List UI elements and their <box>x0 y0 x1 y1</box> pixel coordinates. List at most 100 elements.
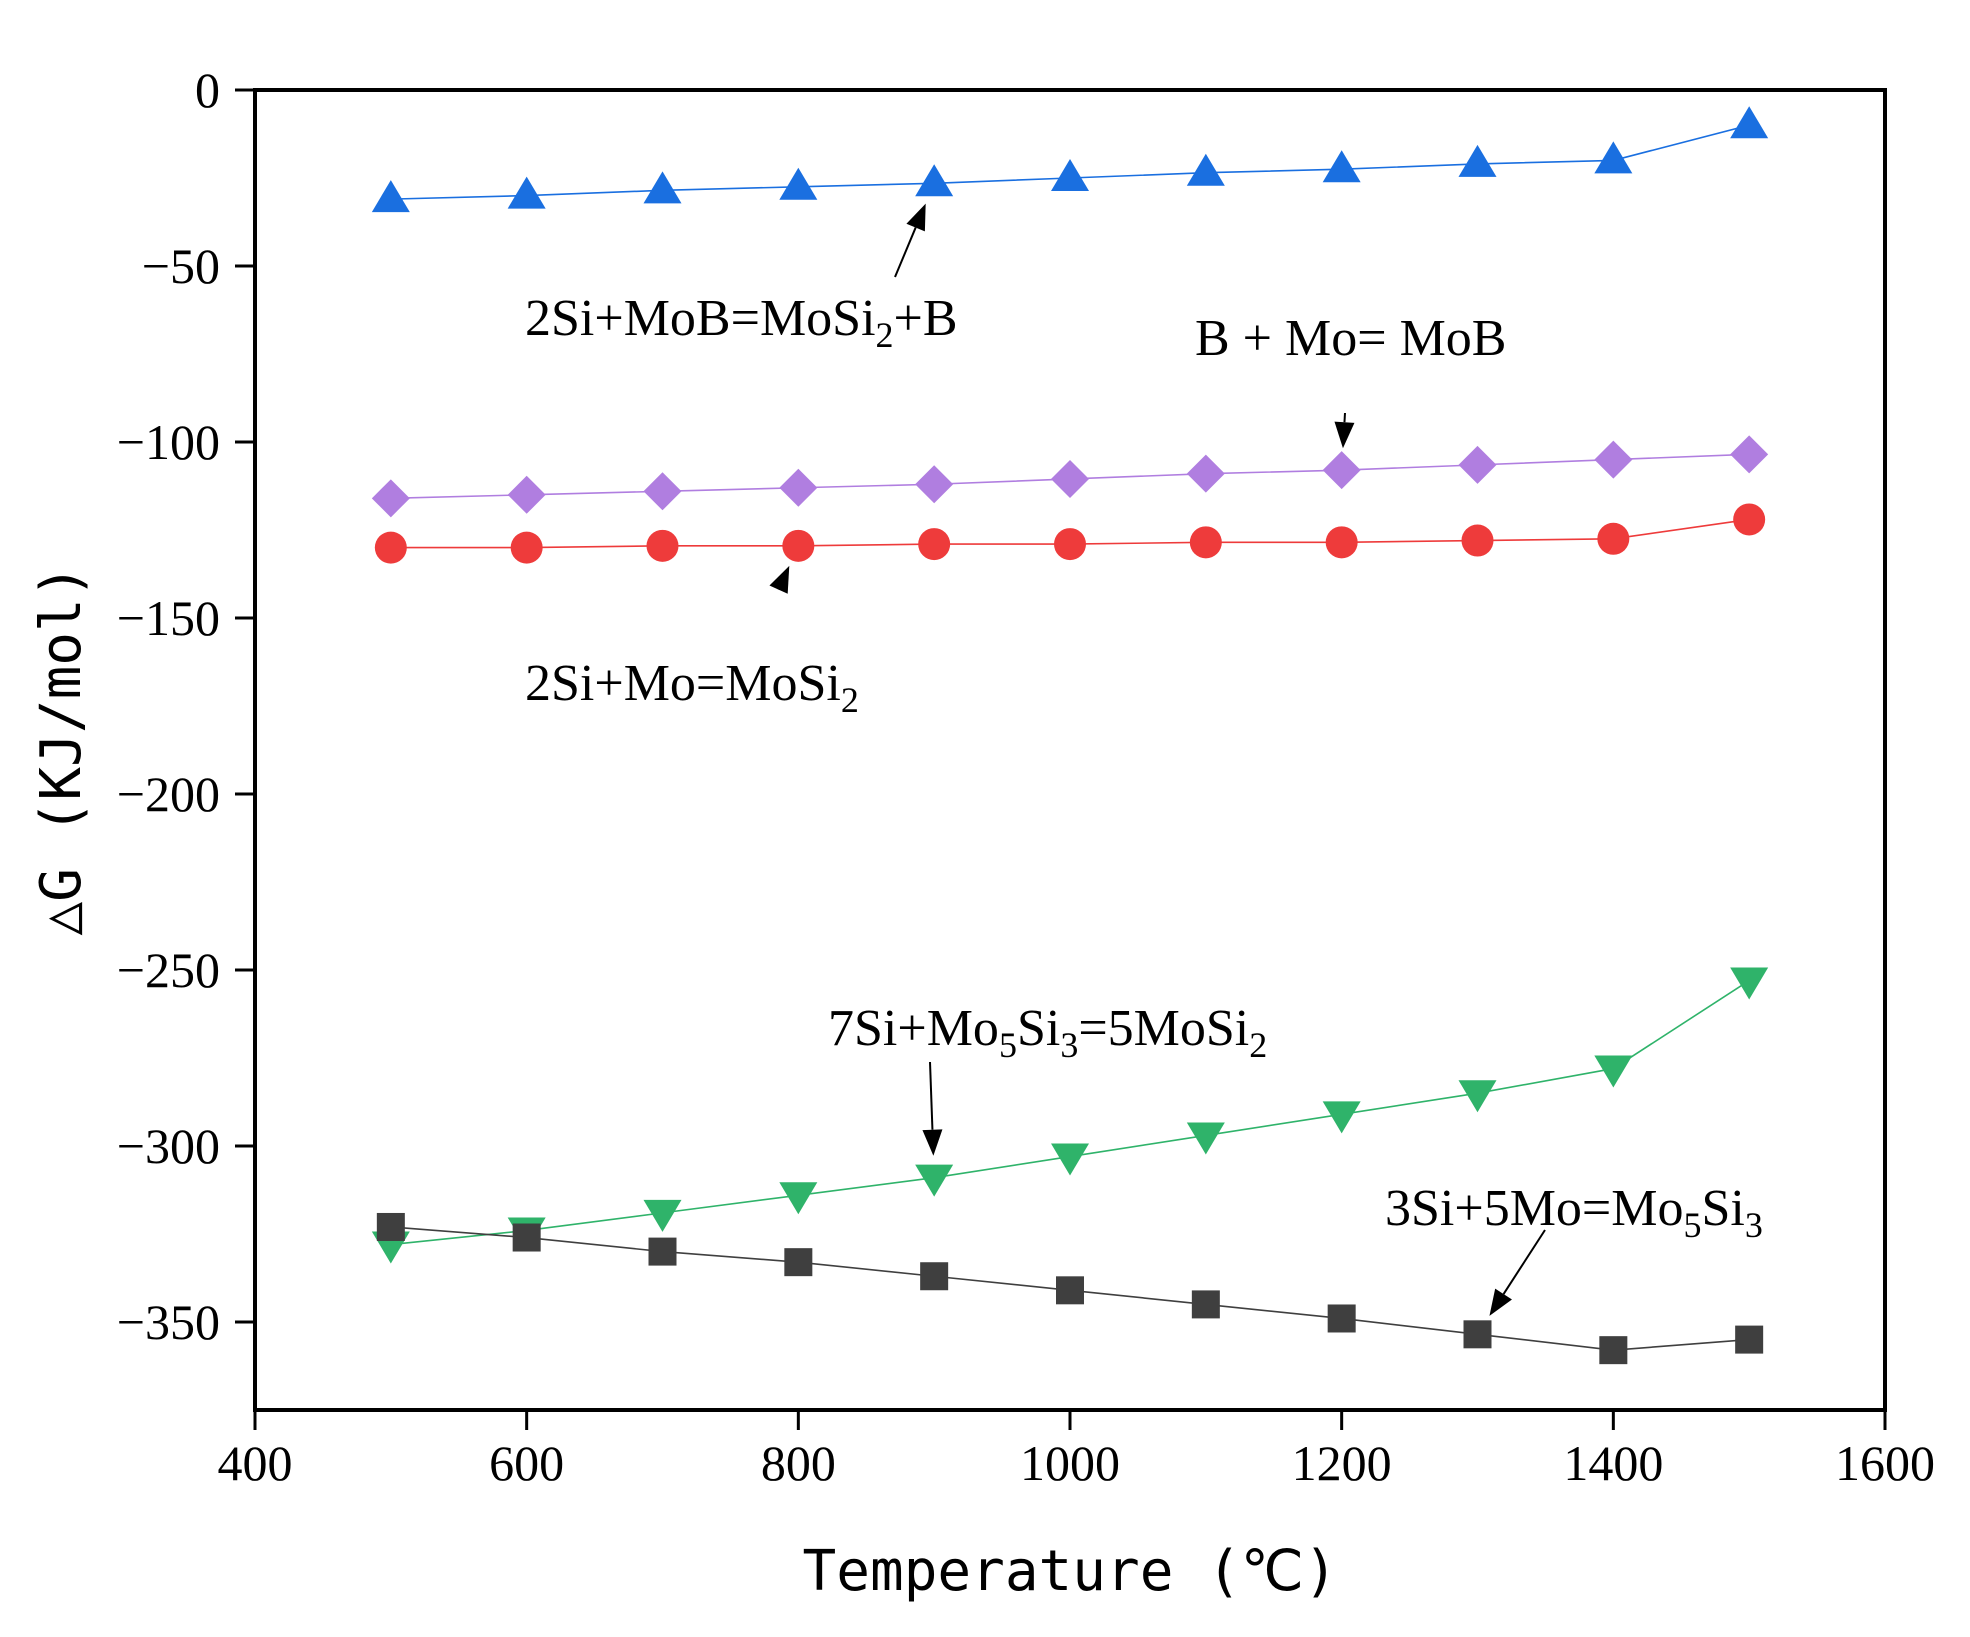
x-tick-label: 1400 <box>1563 1435 1663 1491</box>
data-point-circle <box>374 531 407 564</box>
data-point-circle <box>918 528 951 561</box>
annotation-arrowhead <box>922 1129 943 1156</box>
data-point-triangle-up <box>915 164 954 197</box>
x-tick-label: 400 <box>218 1435 293 1491</box>
data-point-triangle-up <box>1458 144 1497 177</box>
data-point-triangle-down <box>915 1164 954 1197</box>
x-tick-label: 800 <box>761 1435 836 1491</box>
data-point-triangle-up <box>779 167 818 200</box>
data-point-diamond <box>1594 440 1633 479</box>
data-point-square <box>648 1237 677 1266</box>
data-point-square <box>920 1262 949 1291</box>
annotation-arrow <box>1502 1229 1546 1295</box>
data-point-diamond <box>507 475 546 514</box>
annotation-arrowhead <box>1489 1288 1512 1316</box>
y-axis: 0 −50 −100 −150 −200 −250 −300 −350 <box>117 62 255 1350</box>
data-point-triangle-up <box>507 176 546 209</box>
data-point-diamond <box>371 479 410 518</box>
data-point-diamond <box>1458 445 1497 484</box>
annotation-text: Si <box>1702 1180 1745 1237</box>
data-point-triangle-up <box>643 171 682 204</box>
data-point-square <box>376 1212 405 1241</box>
data-point-diamond <box>1186 454 1225 493</box>
annotation-label: 7Si+Mo5Si3=5MoSi2 <box>828 1000 1267 1065</box>
data-point-triangle-up <box>1186 153 1225 186</box>
data-point-diamond <box>1730 435 1769 474</box>
data-point-triangle-down <box>1458 1080 1497 1113</box>
data-point-triangle-up <box>1730 106 1769 139</box>
x-tick-label: 600 <box>489 1435 564 1491</box>
y-tick-label: −150 <box>117 590 220 646</box>
data-point-square <box>1599 1336 1628 1365</box>
data-point-circle <box>1597 522 1630 555</box>
annotation-arrowhead <box>1334 421 1355 449</box>
x-tick-label: 1200 <box>1292 1435 1392 1491</box>
annotation-text: 3 <box>1060 1025 1078 1065</box>
data-point-square <box>1327 1304 1356 1333</box>
annotation-label: 3Si+5Mo=Mo5Si3 <box>1385 1180 1763 1245</box>
data-point-circle <box>1325 526 1358 559</box>
annotation-text: 5 <box>1684 1205 1702 1245</box>
data-point-triangle-down <box>643 1199 682 1232</box>
annotation-arrowhead <box>906 203 926 232</box>
annotation-arrow <box>1343 412 1346 423</box>
data-point-circle <box>1733 503 1766 536</box>
data-point-circle <box>1461 524 1494 557</box>
annotation-arrow <box>929 1061 934 1130</box>
x-tick-label: 1600 <box>1835 1435 1935 1491</box>
annotation-label: 2Si+MoB=MoSi2+B <box>525 290 958 355</box>
data-point-triangle-down <box>1594 1055 1633 1088</box>
y-tick-label: −350 <box>117 1294 220 1350</box>
data-point-square <box>1191 1290 1220 1319</box>
data-point-square <box>1463 1320 1492 1349</box>
data-point-square <box>784 1248 813 1277</box>
annotation-text: +B <box>894 290 958 347</box>
annotation-text: 5 <box>999 1025 1017 1065</box>
annotation-label: B + Mo= MoB <box>1195 310 1507 367</box>
data-point-circle <box>646 529 679 562</box>
data-point-diamond <box>915 465 954 504</box>
annotation-text: 3Si+5Mo=Mo <box>1385 1180 1684 1237</box>
x-axis-title: Temperature (℃) <box>803 1539 1338 1604</box>
annotation-text: 7Si+Mo <box>828 1000 999 1057</box>
y-axis-title: △G (KJ/mol) <box>29 565 94 936</box>
series-markers <box>371 106 1769 1365</box>
annotation-text: 2Si+MoB=MoSi <box>525 290 876 347</box>
data-point-circle <box>1054 528 1086 561</box>
data-point-circle <box>782 529 815 562</box>
data-point-triangle-up <box>1322 150 1361 183</box>
x-tick-label: 1000 <box>1020 1435 1120 1491</box>
annotation-text: 2 <box>876 315 894 355</box>
annotation-text: 2Si+Mo=MoSi <box>525 655 841 712</box>
data-point-diamond <box>643 472 682 511</box>
y-tick-label: −50 <box>142 238 220 294</box>
annotation-arrow <box>894 227 917 278</box>
annotation-text: 3 <box>1745 1205 1763 1245</box>
data-point-triangle-up <box>1051 159 1089 191</box>
data-point-diamond <box>1051 459 1089 498</box>
annotation-label: 2Si+Mo=MoSi2 <box>525 655 859 720</box>
y-tick-label: −200 <box>117 766 220 822</box>
data-point-circle <box>510 531 543 564</box>
annotation-text: =5MoSi <box>1078 1000 1249 1057</box>
data-point-triangle-up <box>1594 141 1633 174</box>
data-point-triangle-down <box>1730 967 1769 1000</box>
annotation-text: Si <box>1017 1000 1060 1057</box>
annotations: 2Si+MoB=MoSi2+B B + Mo= MoB2Si+Mo=MoSi27S… <box>525 203 1763 1316</box>
x-axis: 400 600 800 1000 1200 1400 1600 <box>218 1410 1935 1491</box>
data-point-triangle-down <box>1051 1143 1089 1176</box>
data-point-square <box>512 1223 541 1252</box>
data-point-circle <box>1189 526 1222 559</box>
data-point-diamond <box>779 468 818 507</box>
data-point-triangle-up <box>371 180 410 213</box>
y-tick-label: −250 <box>117 942 220 998</box>
y-tick-label: −300 <box>117 1118 220 1174</box>
annotation-text: 2 <box>1249 1025 1267 1065</box>
data-point-triangle-down <box>779 1182 818 1215</box>
y-tick-label: −100 <box>117 414 220 470</box>
y-tick-label: 0 <box>195 62 220 118</box>
annotation-text: 2 <box>841 680 859 720</box>
annotation-arrowhead <box>769 565 790 594</box>
